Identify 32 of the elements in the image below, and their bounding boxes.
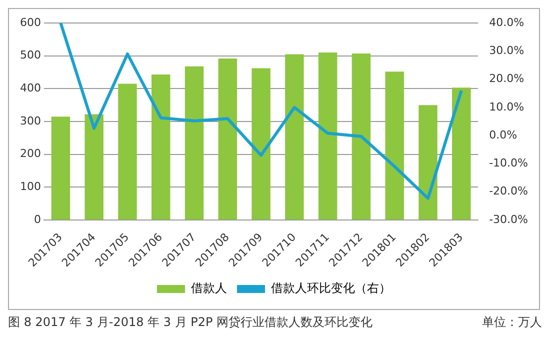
y2-tick-label: 40.0% xyxy=(489,16,524,29)
text: 单位：万人 xyxy=(482,314,542,331)
y-tick-label: 200 xyxy=(20,147,41,160)
y2-tick-label: 20.0% xyxy=(489,72,524,86)
y-tick-label: 500 xyxy=(20,48,41,62)
bar xyxy=(152,74,170,220)
y2-tick-label: -10.0% xyxy=(489,156,528,170)
y2-tick-label: 0.0% xyxy=(489,128,518,142)
y-tick-label: 0 xyxy=(34,212,41,226)
y2-tick-label: 30.0% xyxy=(489,44,524,57)
bar xyxy=(218,58,238,220)
bar xyxy=(118,84,137,220)
bar xyxy=(318,52,338,220)
text: 图 8 2017 年 3 月-2018 年 3 月 P2P 网贷行业借款人数及环比变化 xyxy=(8,314,373,331)
y2-tick-label: 10.0% xyxy=(489,100,524,114)
legend-label: 借款人环比变化（右） xyxy=(271,281,391,296)
bar xyxy=(84,114,104,220)
bar xyxy=(418,105,438,220)
bar xyxy=(285,54,304,220)
bar xyxy=(352,54,371,220)
bar xyxy=(252,68,270,220)
y-tick-label: 400 xyxy=(20,82,41,95)
bar xyxy=(184,66,204,220)
y2-tick-label: -20.0% xyxy=(489,184,528,198)
legend-label: 借款人 xyxy=(191,281,227,296)
y-tick-label: 600 xyxy=(20,16,41,29)
bar xyxy=(51,116,70,220)
y-tick-label: 300 xyxy=(20,114,41,128)
bar xyxy=(385,72,404,220)
y2-tick-label: -30.0% xyxy=(489,212,528,226)
y-tick-label: 100 xyxy=(20,180,41,194)
bar xyxy=(452,88,471,220)
